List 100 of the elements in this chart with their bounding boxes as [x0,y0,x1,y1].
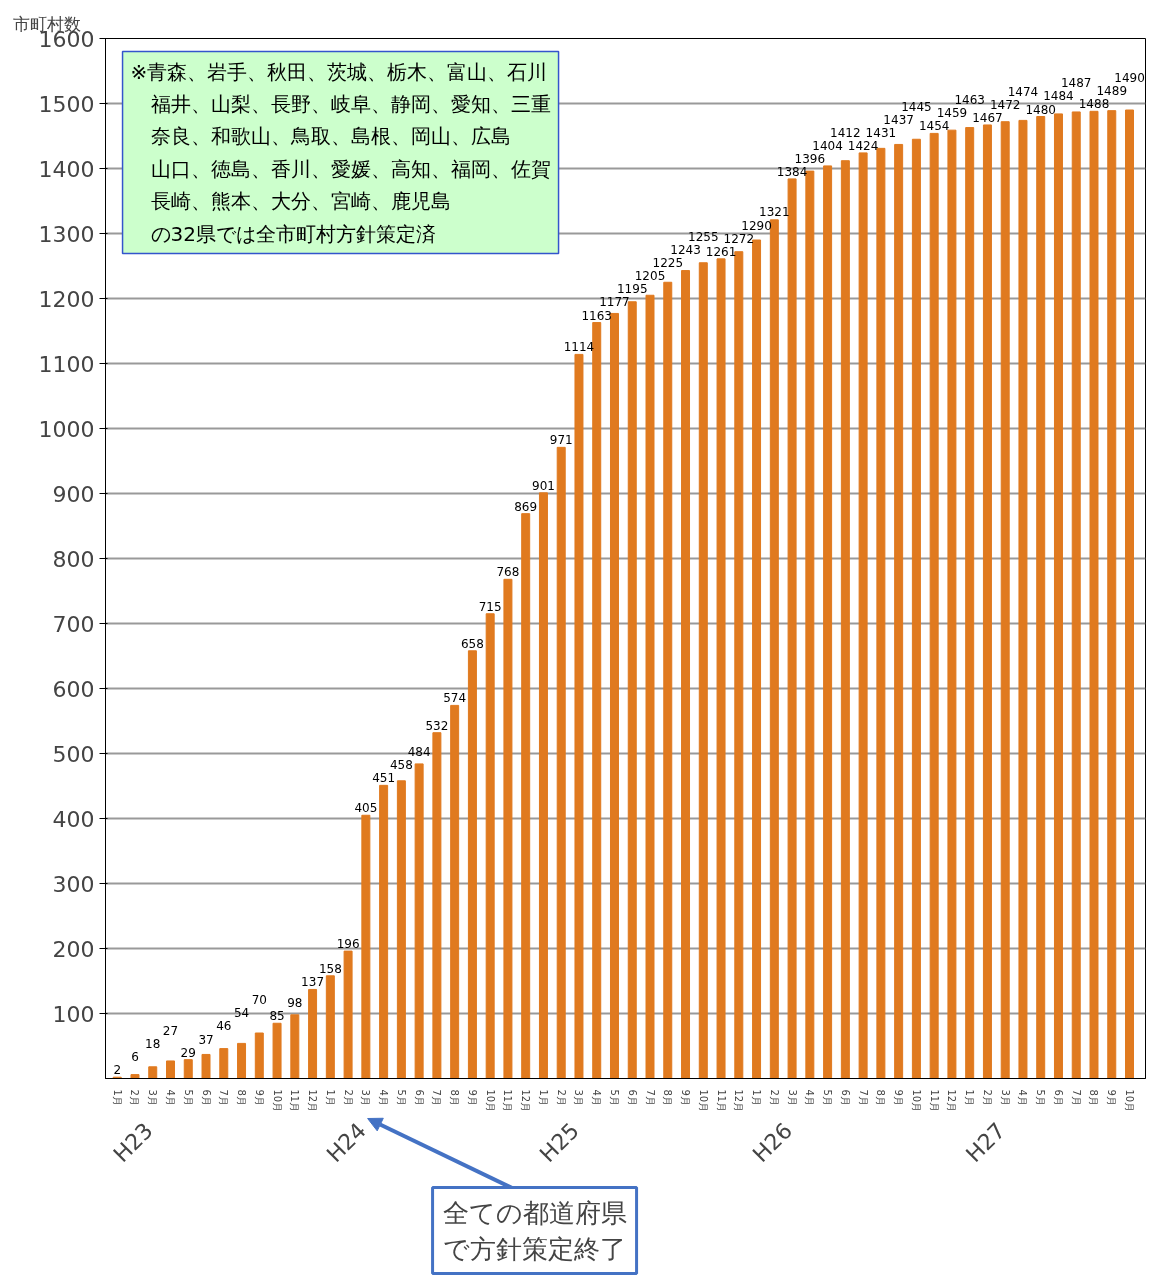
data-label: 1272 [723,231,755,246]
data-label: 1463 [954,93,985,108]
data-label: 1437 [883,112,914,127]
data-label: 1454 [918,119,950,134]
data-label: 196 [336,937,360,952]
data-label: 1467 [972,110,1003,125]
y-tick-label: 100 [52,1001,95,1027]
data-label: 658 [460,636,484,651]
x-tick-label: 1月 [751,1089,763,1106]
data-label: 2 [113,1063,122,1078]
x-tick-label: 4月 [804,1089,816,1106]
x-tick-label: 1月 [964,1089,976,1106]
x-tick-label: 6月 [200,1089,212,1106]
x-tick-label: 6月 [413,1089,425,1106]
y-tick-label: 1200 [38,286,95,312]
x-tick-label: 8月 [662,1089,674,1106]
x-tick-label: 8月 [1088,1089,1100,1106]
data-label: 971 [549,433,573,448]
data-label: 1384 [776,164,808,179]
x-tick-label: 1月 [111,1089,123,1106]
x-tick-label: 5月 [182,1089,194,1106]
data-label: 1488 [1078,97,1110,112]
data-label: 70 [251,993,267,1008]
data-label: 768 [496,565,520,580]
x-tick-label: 5月 [1035,1089,1047,1106]
x-tick-label: 6月 [1052,1089,1064,1106]
data-label: 1177 [599,295,630,310]
x-tick-label: 12月 [307,1089,319,1113]
data-label: 1431 [865,125,897,140]
data-label: 484 [407,744,431,759]
data-label: 1195 [616,282,648,297]
x-tick-label: 9月 [466,1089,478,1106]
x-tick-label: 6月 [626,1089,638,1106]
x-tick-label: 8月 [236,1089,248,1106]
y-tick-label: 600 [52,676,95,702]
x-tick-label: 11月 [715,1089,727,1113]
data-label: 1474 [1007,84,1039,99]
data-label: 137 [301,975,325,990]
y-tick-label: 700 [52,611,95,637]
x-tick-label: 4月 [591,1089,603,1106]
data-label: 1255 [688,229,719,244]
data-label: 158 [318,961,342,976]
x-tick-label: 11月 [502,1089,514,1113]
x-tick-label: 11月 [928,1089,940,1113]
x-tick-label: 10月 [697,1089,709,1113]
y-tick-label: 1000 [38,416,95,442]
text: 全ての都道府県で方針策定終了 [442,1197,627,1264]
x-tick-label: 9月 [680,1089,692,1106]
x-tick-label: 10月 [1124,1089,1136,1113]
x-tick-label: 2月 [768,1089,780,1106]
y-tick-label: 800 [52,546,95,572]
data-label: 1490 [1114,71,1145,86]
x-tick-label: 9月 [253,1089,265,1106]
data-label: 85 [269,1009,285,1024]
data-label: 1261 [705,244,737,259]
x-tick-label: 7月 [1070,1089,1082,1106]
data-label: 1205 [634,269,666,284]
x-tick-label: 10月 [271,1089,283,1113]
x-tick-label: 4月 [165,1089,176,1106]
x-tick-label: 5月 [395,1089,407,1106]
x-tick-label: 7月 [857,1089,869,1106]
x-tick-label: 4月 [378,1089,390,1106]
x-tick-label: 3月 [573,1089,585,1106]
annotation: ※青森、岩手、秋田、茨城、栃木、富山、石川福井、山梨、長野、岐阜、静岡、愛知、三重奈良、和歌山、鳥取、島根、岡山、広島山口、徳島、香川、愛媛、高知、福岡、佐賀長崎、熊本、大分、宮崎、鹿児島の32県では全市町村方針策定済 [130,59,551,246]
y-tick-label: 1400 [38,156,95,182]
x-tick-label: 2月 [129,1089,141,1106]
x-tick-label: 5月 [822,1089,834,1106]
data-label: 1396 [794,151,826,166]
data-label: 458 [389,758,413,773]
data-label: 715 [478,599,502,614]
data-label: 869 [514,499,538,514]
data-label: 46 [216,1019,232,1034]
y-tick-label: 1300 [38,221,95,247]
x-tick-label: 9月 [893,1089,905,1106]
data-label: 29 [180,1045,196,1060]
data-label: 1424 [847,138,879,153]
x-tick-label: 5月 [608,1089,620,1106]
data-label: 1459 [936,106,968,121]
x-tick-label: 8月 [449,1089,461,1106]
y-tick-label: 900 [52,481,95,507]
x-tick-label: 7月 [644,1089,656,1106]
data-label: 98 [287,996,303,1011]
x-tick-label: 3月 [360,1089,372,1106]
data-label: 1487 [1060,76,1092,91]
x-tick-label: 7月 [218,1089,230,1106]
data-label: 901 [532,478,555,493]
x-tick-label: 3月 [786,1089,798,1106]
x-tick-label: 4月 [1017,1089,1029,1106]
x-tick-label: 12月 [946,1089,958,1113]
x-tick-label: 3月 [147,1089,159,1106]
data-label: 54 [233,1006,250,1021]
x-tick-label: 10月 [484,1089,496,1113]
data-label: 532 [425,718,449,733]
x-tick-label: 1月 [324,1089,336,1106]
data-label: 405 [354,801,378,816]
data-label: 27 [162,1023,179,1038]
data-label: 1404 [812,138,843,153]
data-label: 574 [443,691,467,706]
x-tick-label: 2月 [981,1089,993,1106]
data-label: 1225 [652,255,684,270]
